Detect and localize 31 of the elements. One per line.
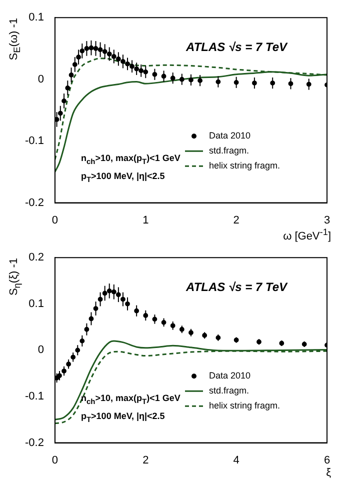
x-tick-label: 0	[52, 454, 58, 466]
x-tick-label: 0	[52, 214, 58, 226]
annotation: n$_{ch}$>10, max(p$_{T}$)<1 GeV	[80, 392, 180, 406]
y-tick-label: -0.1	[24, 390, 44, 403]
legend-label: Data 2010	[209, 370, 251, 381]
y-tick-label: -0.2	[24, 196, 44, 209]
legend-label: helix string fragm.	[209, 400, 280, 411]
annotation: n$_{ch}$>10, max(p$_{T}$)<1 GeV	[80, 152, 180, 166]
annotation: ATLAS √s = 7 TeV	[186, 40, 287, 54]
x-tick-label: 3	[324, 214, 330, 226]
legend-label: std.fragm.	[209, 386, 250, 396]
legend-label: std.fragm.	[209, 146, 250, 156]
annotation: p$_{T}$>100 MeV, |η|<2.5	[80, 170, 165, 184]
x-tick-label: 4	[233, 454, 240, 466]
x-tick-label: 6	[324, 454, 330, 466]
x-axis-title: ξ	[326, 466, 331, 479]
y-tick-label: 0	[38, 344, 44, 356]
x-tick-label: 2	[233, 214, 240, 226]
y-tick-label: -0.1	[24, 135, 44, 148]
y-tick-label: 0.1	[28, 298, 44, 310]
legend-label: Data 2010	[209, 130, 251, 141]
y-tick-label: 0.2	[28, 252, 44, 264]
y-tick-label: 0	[38, 73, 44, 86]
x-axis-title: ω [GeV$^{-1}$]	[283, 226, 331, 242]
x-tick-label: 2	[142, 454, 149, 466]
annotation: ATLAS √s = 7 TeV	[186, 280, 287, 294]
y-tick-label: 0.1	[28, 12, 44, 24]
y-tick-label: -0.2	[24, 436, 44, 449]
legend-label: helix string fragm.	[209, 160, 280, 171]
x-tick-label: 1	[142, 214, 149, 226]
annotation: p$_{T}$>100 MeV, |η|<2.5	[80, 410, 165, 424]
